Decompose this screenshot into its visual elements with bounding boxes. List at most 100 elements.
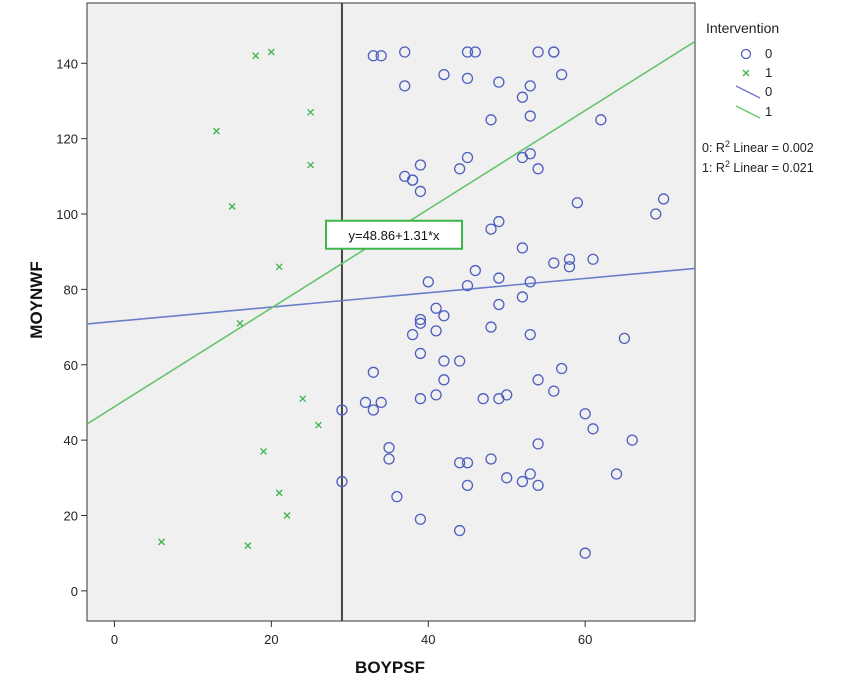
point-series-0 — [438, 310, 450, 322]
point-series-0 — [461, 279, 474, 292]
point-series-0 — [438, 68, 450, 81]
point-series-0 — [438, 355, 450, 367]
point-series-1 — [212, 127, 220, 135]
y-tick-label: 20 — [64, 508, 78, 523]
legend: Intervention 0 1 0 1 0: R2 Linear = 0.002 1: R… — [702, 20, 814, 175]
point-series-0 — [453, 163, 466, 175]
y-axis-label: MOYNWF — [27, 261, 46, 338]
legend-title: Intervention — [706, 20, 779, 36]
point-series-0 — [595, 114, 607, 126]
point-series-0 — [579, 547, 591, 559]
legend-entry: 1 — [742, 65, 772, 80]
x-axis-label: BOYPSF — [355, 658, 425, 677]
point-series-0 — [477, 393, 489, 405]
legend-line-swatch — [735, 85, 761, 99]
point-series-0 — [524, 276, 536, 288]
y-tick-label: 0 — [71, 584, 78, 599]
point-series-0 — [610, 468, 623, 480]
point-series-1 — [236, 319, 244, 327]
point-series-0 — [524, 328, 536, 341]
point-series-1 — [307, 108, 315, 116]
point-series-0 — [524, 148, 536, 160]
point-series-0 — [430, 325, 442, 337]
x-tick-label: 0 — [111, 632, 118, 647]
point-series-0 — [430, 302, 442, 314]
point-series-0 — [532, 46, 544, 58]
point-series-1 — [158, 538, 165, 546]
point-series-1 — [252, 52, 260, 60]
legend-entry: 1 — [735, 104, 772, 119]
y-tick-label: 100 — [56, 207, 78, 222]
point-series-0 — [532, 374, 544, 386]
r-squared-label: 1: R2 Linear = 0.021 — [702, 159, 814, 175]
point-series-0 — [383, 442, 395, 454]
point-series-0 — [485, 223, 497, 235]
point-series-0 — [406, 174, 419, 186]
point-series-0 — [563, 253, 576, 265]
point-series-1 — [275, 263, 283, 271]
point-series-0 — [414, 347, 427, 360]
point-series-0 — [461, 151, 474, 164]
point-series-0 — [414, 159, 427, 171]
x-tick-label: 20 — [264, 632, 278, 647]
point-series-0 — [618, 332, 631, 345]
point-series-0 — [453, 457, 466, 469]
point-series-1 — [244, 542, 252, 550]
point-series-0 — [555, 68, 568, 81]
point-series-0 — [367, 50, 379, 62]
point-series-1 — [283, 512, 291, 519]
point-series-0 — [391, 490, 403, 503]
point-series-0 — [453, 524, 466, 537]
point-series-0 — [485, 453, 497, 465]
point-series-0 — [414, 313, 427, 326]
point-series-0 — [548, 257, 560, 269]
point-series-1 — [267, 48, 275, 56]
plot-area — [86, 2, 696, 622]
point-series-0 — [359, 396, 372, 409]
legend-label: 0 — [765, 46, 772, 61]
point-series-0 — [626, 434, 638, 446]
point-series-0 — [501, 472, 513, 484]
point-series-0 — [485, 114, 497, 126]
fit-line-0 — [87, 267, 695, 325]
point-series-1 — [299, 395, 307, 403]
point-series-0 — [532, 438, 544, 450]
point-series-0 — [493, 76, 505, 88]
point-series-0 — [563, 261, 576, 273]
annotation-box — [325, 219, 464, 250]
point-series-0 — [493, 272, 505, 284]
point-series-0 — [375, 50, 387, 62]
point-series-0 — [367, 366, 379, 378]
y-tick-label: 80 — [64, 282, 78, 297]
point-series-0 — [524, 80, 536, 92]
y-tick-label: 40 — [64, 433, 78, 448]
point-series-0 — [493, 215, 505, 228]
point-series-0 — [469, 46, 481, 58]
point-series-0 — [461, 72, 474, 85]
point-series-0 — [501, 389, 513, 401]
r-squared-label: 0: R2 Linear = 0.002 — [702, 139, 814, 155]
point-series-0 — [469, 264, 481, 277]
point-series-0 — [516, 91, 529, 103]
point-series-0 — [548, 46, 560, 58]
point-series-1 — [314, 421, 322, 429]
legend-line-swatch — [735, 105, 761, 119]
point-series-0 — [422, 276, 434, 288]
point-series-0 — [383, 453, 395, 465]
point-series-0 — [414, 185, 427, 198]
point-series-0 — [493, 298, 505, 311]
point-series-0 — [406, 328, 419, 341]
point-series-1 — [260, 447, 267, 455]
point-series-0 — [516, 475, 529, 488]
y-tick-label: 120 — [56, 132, 78, 147]
legend-label: 1 — [765, 104, 772, 119]
point-series-1 — [275, 489, 283, 497]
point-series-0 — [587, 253, 599, 265]
legend-marker-circle — [740, 48, 752, 60]
point-series-0 — [516, 242, 529, 254]
x-tick-label: 40 — [421, 632, 435, 647]
point-series-0 — [438, 374, 450, 386]
point-series-0 — [336, 475, 348, 488]
point-series-1 — [228, 203, 236, 210]
point-series-0 — [516, 291, 529, 303]
